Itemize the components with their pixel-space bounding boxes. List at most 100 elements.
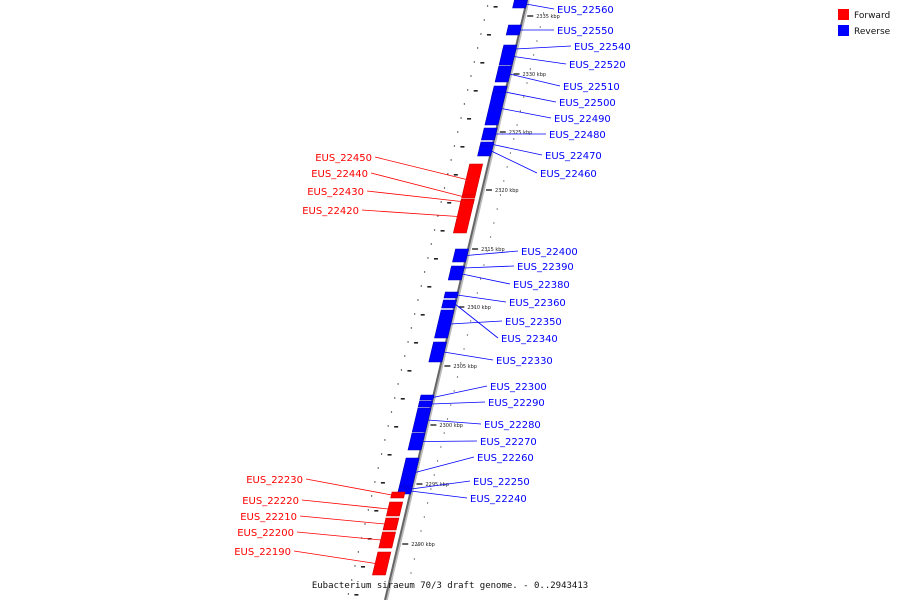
track-dot [509,152,512,154]
gene-label-eus_22550: EUS_22550 [557,26,614,37]
gene-block-eus_22270 [407,432,426,451]
legend-forward-swatch [838,9,849,20]
leader-eus_22270 [422,440,478,442]
leader-eus_22540 [515,45,572,50]
gene-label-eus_22240: EUS_22240 [470,494,527,505]
track-dot [533,54,535,56]
map-caption: Eubacterium siraeum 70/3 draft genome. -… [312,581,588,591]
gene-block-eus_22290 [417,400,433,408]
track-dot [367,509,369,511]
gene-label-eus_22270: EUS_22270 [480,437,537,448]
track-dot [430,243,432,245]
track-dot [536,40,538,42]
gene-label-eus_22290: EUS_22290 [488,398,545,409]
track-dash [387,454,392,456]
track-dot [457,131,459,133]
gene-block-eus_22200 [378,531,396,549]
gene-label-eus_22480: EUS_22480 [549,130,606,141]
track-dot [446,418,449,420]
leader-eus_22300 [432,385,488,398]
gc-dot-track [347,5,545,596]
track-dash [453,174,458,176]
leader-eus_22200 [296,531,382,541]
leader-eus_22470 [492,144,543,156]
track-dot [473,306,475,308]
track-dot [486,250,488,252]
gene-label-eus_22420: EUS_22420 [302,206,359,217]
track-dot [519,110,521,112]
track-dash [361,566,366,568]
gene-label-eus_22330: EUS_22330 [496,356,553,367]
track-dot [347,593,350,595]
leader-eus_22380 [462,273,511,285]
gene-label-layer: EUS_22560 EUS_22550 EUS_22540 EUS_22520 EUS_… [234,5,631,558]
track-dot [440,446,442,448]
track-dot [351,579,353,581]
kbp-tick-label: 2290 kbp [411,542,435,548]
track-dot [407,341,409,343]
track-dot [489,236,492,238]
track-dot [506,166,508,168]
track-dot [480,278,482,280]
kbp-tick-label: 2320 kbp [495,188,519,194]
gene-block-eus_22550 [505,24,522,36]
track-dot [476,47,479,49]
track-dot [483,19,485,21]
gene-block-eus_22230 [390,491,406,499]
gene-label-eus_22390: EUS_22390 [517,262,574,273]
leader-eus_22390 [463,265,515,269]
leader-eus_22340 [454,303,499,339]
track-dot [370,495,373,497]
track-dot [417,544,419,546]
track-dot [453,390,455,392]
track-dash [380,482,385,484]
track-dot [400,369,403,371]
track-dash [493,6,498,8]
gene-label-eus_22430: EUS_22430 [307,187,364,198]
kbp-tick-label: 2300 kbp [439,423,463,429]
track-dot [433,474,435,476]
track-dot [387,425,389,427]
track-dot [394,397,396,399]
track-dot [443,432,445,434]
gene-label-eus_22280: EUS_22280 [484,420,541,431]
track-dot [450,159,452,161]
track-dot [496,208,498,210]
track-dot [493,222,495,224]
track-dot [453,145,456,147]
gene-label-eus_22520: EUS_22520 [569,60,626,71]
track-dot [427,257,429,259]
track-dot [523,96,525,98]
leader-eus_22450 [374,156,467,180]
track-dot [529,68,531,70]
gene-block-eus_22360 [443,291,459,299]
gene-block-eus_22220 [386,501,404,517]
legend-forward-label: Forward [854,11,890,21]
gene-block-eus_22380 [447,267,465,281]
track-dot [447,173,449,175]
gene-label-eus_22220: EUS_22220 [242,496,299,507]
gene-label-eus_22250: EUS_22250 [473,477,530,488]
track-dot [539,26,541,28]
gene-block-eus_22280 [411,407,432,433]
track-dot [513,138,515,140]
track-dash [460,146,465,148]
track-dash [486,34,491,36]
leader-eus_22190 [293,550,376,564]
gene-label-eus_22190: EUS_22190 [234,547,291,558]
kbp-tick-label: 2330 kbp [522,72,546,78]
track-dot [384,439,386,441]
gene-label-eus_22230: EUS_22230 [246,475,303,486]
leader-eus_22290 [431,401,486,405]
gene-label-eus_22440: EUS_22440 [311,169,368,180]
track-dot [364,523,366,525]
gene-block-eus_22330 [428,341,447,363]
gene-block-eus_22480 [480,127,498,141]
track-dot [410,327,413,329]
track-dot [480,33,482,35]
leader-eus_22240 [410,490,468,499]
gene-label-eus_22470: EUS_22470 [545,151,602,162]
track-dash [427,286,432,288]
gene-label-eus_22560: EUS_22560 [557,5,614,16]
